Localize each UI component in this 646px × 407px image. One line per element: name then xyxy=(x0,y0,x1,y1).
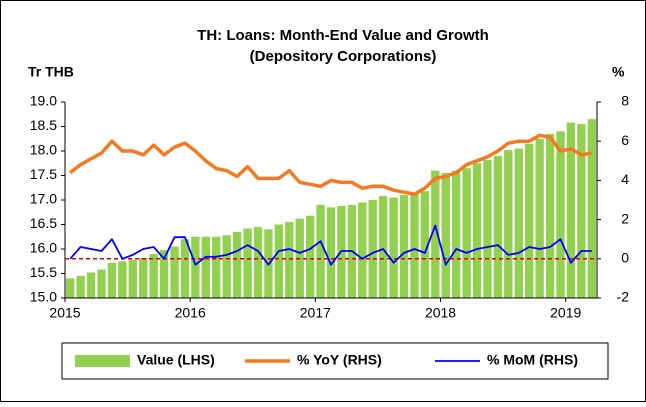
bar xyxy=(399,195,409,298)
bar xyxy=(472,163,482,298)
y2-tick-label: 6 xyxy=(621,132,629,148)
bar xyxy=(326,207,336,298)
bar xyxy=(545,133,555,298)
y2-tick-label: -2 xyxy=(617,289,630,305)
y2-axis-label: % xyxy=(612,64,625,80)
bar xyxy=(483,159,492,298)
bar xyxy=(462,168,471,298)
x-tick-label: 2018 xyxy=(425,305,456,321)
bar xyxy=(191,236,200,298)
bar xyxy=(368,200,377,298)
legend-label: % MoM (RHS) xyxy=(487,352,578,368)
x-tick-label: 2015 xyxy=(49,305,80,321)
bar xyxy=(149,253,158,298)
bar xyxy=(118,261,127,298)
bar xyxy=(201,236,210,298)
chart-title: (Depository Corporations) xyxy=(250,48,437,65)
bar xyxy=(243,228,252,298)
y-axis-label: Tr THB xyxy=(28,64,74,80)
bar xyxy=(253,226,263,298)
y2-tick-label: 2 xyxy=(621,210,629,226)
bar xyxy=(139,257,148,298)
bar xyxy=(170,246,179,298)
bar xyxy=(378,196,388,298)
y2-tick-label: 8 xyxy=(621,93,629,109)
bar xyxy=(504,150,513,298)
bar xyxy=(587,119,596,299)
y-tick-label: 17.0 xyxy=(30,191,57,207)
bar xyxy=(566,122,576,298)
bar xyxy=(305,215,315,298)
bar xyxy=(212,236,221,298)
line-series xyxy=(69,224,592,266)
x-tick-label: 2016 xyxy=(175,305,206,321)
bar xyxy=(285,222,294,298)
bar xyxy=(389,197,398,298)
legend-swatch xyxy=(75,355,130,367)
y-tick-label: 18.5 xyxy=(30,117,57,133)
bar xyxy=(232,231,242,298)
y-tick-label: 16.5 xyxy=(30,215,57,231)
bar xyxy=(452,170,461,298)
x-tick-label: 2017 xyxy=(300,305,331,321)
y-tick-label: 18.0 xyxy=(30,142,57,158)
y-tick-label: 15.5 xyxy=(30,264,57,280)
bar xyxy=(441,173,450,298)
y2-tick-label: 0 xyxy=(621,250,629,266)
bar xyxy=(128,259,137,298)
y-tick-label: 16.0 xyxy=(30,240,57,256)
x-tick-label: 2019 xyxy=(550,305,581,321)
bar xyxy=(358,202,367,298)
y-tick-label: 15.0 xyxy=(30,289,57,305)
legend-label: % YoY (RHS) xyxy=(297,352,382,368)
legend-label: Value (LHS) xyxy=(137,352,215,368)
bar xyxy=(86,272,96,298)
bar xyxy=(420,191,430,298)
bar xyxy=(535,138,544,298)
bar xyxy=(525,143,534,298)
legend-box xyxy=(61,342,609,380)
y-tick-label: 19.0 xyxy=(30,93,57,109)
bar xyxy=(222,235,231,298)
bar xyxy=(107,262,117,298)
bar xyxy=(493,155,503,298)
bar xyxy=(514,148,523,298)
y2-tick-label: 4 xyxy=(621,171,629,187)
bar xyxy=(410,194,419,298)
bar xyxy=(97,269,106,298)
y-tick-label: 17.5 xyxy=(30,166,57,182)
bar xyxy=(556,131,565,298)
bar xyxy=(159,249,169,298)
bar xyxy=(577,124,586,298)
bar xyxy=(76,275,85,298)
chart-title: TH: Loans: Month-End Value and Growth xyxy=(197,27,489,44)
bar xyxy=(316,204,325,298)
bar xyxy=(66,278,75,298)
bar xyxy=(180,239,190,298)
line-series xyxy=(69,133,593,196)
bar xyxy=(431,170,440,298)
bar xyxy=(274,224,284,298)
